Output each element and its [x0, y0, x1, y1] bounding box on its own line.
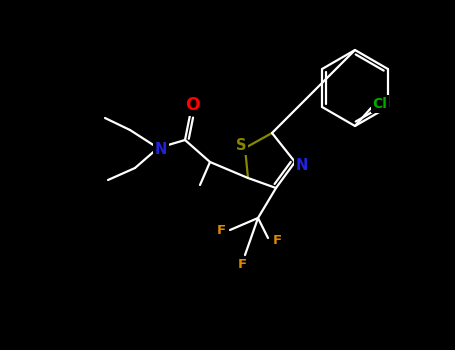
Text: N: N — [155, 141, 167, 156]
Text: Cl: Cl — [373, 97, 388, 111]
Text: F: F — [217, 224, 226, 238]
Text: O: O — [185, 96, 199, 114]
Text: N: N — [296, 159, 308, 174]
Text: S: S — [236, 139, 246, 154]
Text: F: F — [238, 259, 247, 272]
Text: F: F — [273, 233, 282, 246]
